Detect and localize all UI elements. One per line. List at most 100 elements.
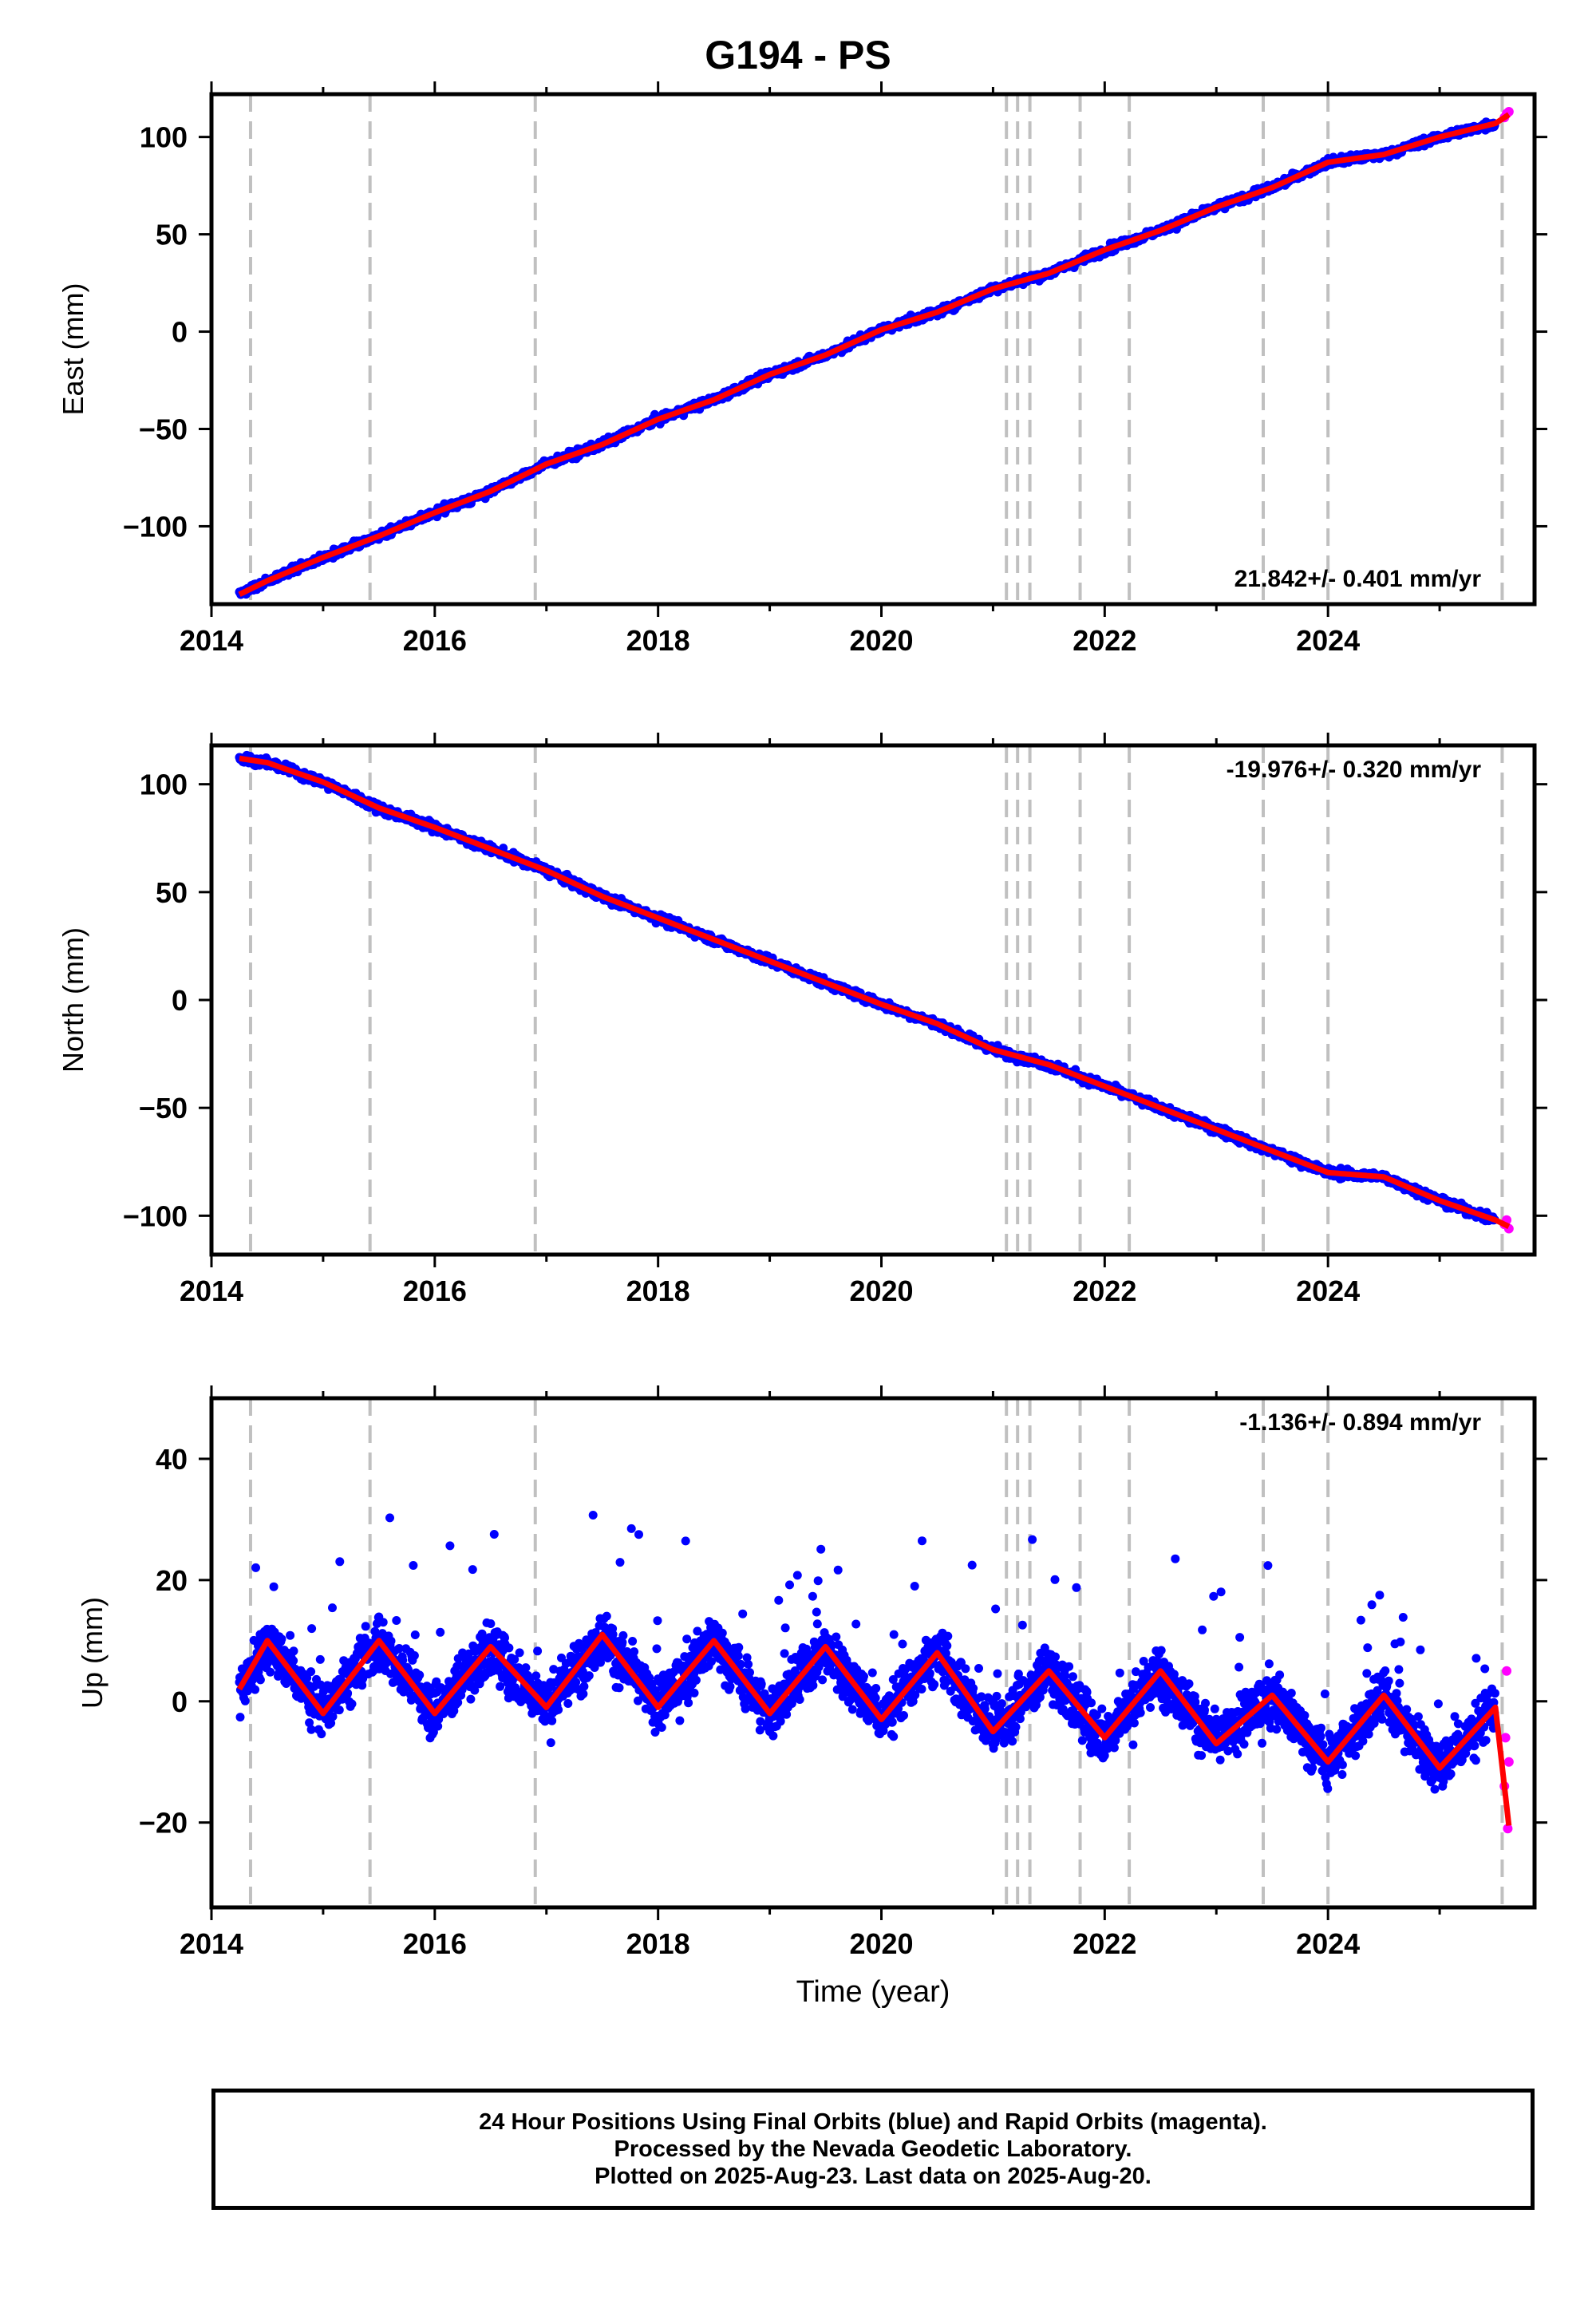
north-x-tick-label: 2018 [626,1275,690,1307]
east-final-orbit-points [235,117,1499,599]
up-point [347,1699,357,1709]
north-rate-label: -19.976+/- 0.320 mm/yr [1227,757,1482,783]
up-point [436,1627,445,1637]
up-point [486,1619,496,1628]
up-point [335,1557,345,1567]
east-x-tick-label: 2018 [626,624,690,657]
chart-title: G194 - PS [705,33,891,77]
up-point [547,1716,557,1725]
up-point [235,1713,245,1722]
up-point [334,1705,344,1715]
north-y-axis-label: North (mm) [57,927,89,1073]
up-point [433,1721,443,1731]
up-point [614,1683,624,1693]
east-panel: 2014 2016 2018 2020 2022 2024−100−50050100Eas… [57,81,1547,657]
up-point [445,1541,455,1551]
up-point [630,1647,639,1657]
up-point [584,1671,594,1681]
up-point [385,1513,394,1523]
up-point [240,1696,250,1705]
up-point [588,1511,598,1520]
up-point [310,1682,318,1691]
up-point [432,1677,441,1686]
up-point [409,1651,419,1660]
up-point [289,1646,298,1656]
up-point [370,1626,380,1636]
up-point [602,1611,611,1621]
up-point [286,1630,295,1640]
up-point [302,1674,312,1682]
up-point [289,1656,298,1666]
up-point [251,1563,260,1572]
up-point [653,1616,662,1626]
up-point [316,1680,326,1690]
up-point [652,1644,662,1654]
up-point [328,1603,337,1613]
north-x-tick-label: 2020 [849,1275,913,1307]
up-point [378,1618,388,1627]
east-x-tick-label: 2014 [180,624,243,657]
up-point [398,1655,408,1665]
up-point [306,1725,316,1734]
up-point [531,1671,541,1681]
up-point [394,1644,404,1653]
east-rate-label: 21.842+/- 0.401 mm/yr [1235,566,1482,592]
up-point [657,1723,666,1732]
east-x-tick-label: 2016 [403,624,467,657]
east-y-tick-label: −50 [139,413,188,445]
up-point [533,1646,543,1656]
north-panel: 2014 2016 2018 2020 2022 2024−100−50050100Nor… [57,733,1547,1307]
up-point [615,1558,625,1567]
up-point [392,1616,401,1625]
up-point [358,1681,367,1690]
north-y-tick-label: 100 [140,769,188,801]
up-point [626,1524,636,1533]
north-y-tick-label: −100 [123,1199,188,1232]
up-point [466,1694,476,1704]
up-point [269,1582,279,1591]
north-model-fit-line [237,755,1511,1230]
north-y-tick-label: −50 [139,1092,188,1124]
east-y-tick-label: 0 [172,316,188,349]
up-point [628,1637,638,1646]
up-point [386,1636,396,1646]
north-y-tick-label: 50 [156,876,188,909]
east-plot-frame [209,92,1537,607]
east-y-tick-label: 100 [140,121,188,154]
east-x-tick-label: 2020 [849,624,913,657]
up-point [618,1630,628,1640]
north-y-tick-label: 0 [172,984,188,1017]
east-y-tick-label: −100 [123,510,188,543]
up-point [579,1690,588,1698]
east-x-tick-label: 2024 [1296,624,1360,657]
up-point [251,1685,260,1694]
up-point [317,1729,326,1739]
up-point [306,1667,316,1677]
up-point [453,1697,463,1707]
up-point [343,1689,353,1698]
up-point [496,1682,505,1691]
north-x-tick-label: 2016 [403,1275,467,1307]
up-final-orbit-points [235,1511,1500,1794]
up-point [410,1630,420,1639]
north-x-tick-label: 2014 [180,1275,243,1307]
up-point [634,1530,643,1539]
up-point [409,1561,418,1570]
east-y-tick-label: 50 [156,219,188,251]
up-point [468,1565,477,1575]
up-point [415,1670,425,1680]
up-point [504,1643,514,1653]
up-point [554,1705,563,1714]
east-y-axis-label: East (mm) [57,283,89,416]
up-point [546,1738,555,1748]
up-point [579,1682,589,1691]
up-point [489,1530,499,1539]
up-point [361,1622,370,1631]
up-point [328,1712,338,1721]
east-model-fit-line [237,112,1511,597]
up-point [307,1624,317,1634]
up-point [255,1675,265,1685]
up-point [266,1667,275,1677]
